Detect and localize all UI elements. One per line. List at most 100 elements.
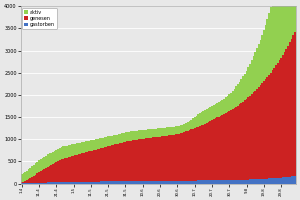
- Bar: [99, 182, 100, 184]
- Bar: [169, 127, 171, 135]
- Bar: [38, 183, 40, 184]
- Bar: [106, 137, 107, 147]
- Bar: [248, 67, 249, 97]
- Bar: [102, 148, 104, 181]
- Bar: [109, 136, 111, 146]
- Bar: [260, 179, 261, 184]
- Bar: [133, 140, 135, 181]
- Bar: [87, 141, 88, 152]
- Bar: [137, 181, 138, 184]
- Bar: [43, 183, 45, 184]
- Bar: [282, 0, 284, 55]
- Bar: [277, 0, 278, 63]
- Bar: [280, 0, 282, 58]
- Bar: [164, 136, 166, 181]
- Bar: [159, 128, 161, 137]
- Bar: [235, 107, 237, 180]
- Bar: [180, 181, 182, 184]
- Bar: [118, 181, 119, 184]
- Bar: [206, 109, 208, 123]
- Bar: [131, 131, 133, 140]
- Bar: [268, 75, 270, 178]
- Bar: [144, 181, 146, 184]
- Bar: [59, 182, 61, 184]
- Bar: [292, 176, 294, 184]
- Bar: [156, 137, 158, 181]
- Bar: [104, 147, 106, 181]
- Bar: [111, 181, 112, 184]
- Bar: [246, 180, 248, 184]
- Bar: [80, 143, 81, 154]
- Bar: [214, 118, 216, 180]
- Bar: [208, 122, 209, 180]
- Bar: [242, 102, 244, 180]
- Bar: [189, 181, 190, 184]
- Bar: [199, 126, 201, 180]
- Bar: [173, 127, 175, 135]
- Bar: [62, 159, 64, 182]
- Bar: [81, 142, 83, 153]
- Bar: [218, 102, 220, 117]
- Bar: [88, 151, 90, 182]
- Bar: [171, 181, 173, 184]
- Bar: [265, 79, 266, 179]
- Bar: [112, 135, 114, 145]
- Bar: [78, 182, 80, 184]
- Bar: [33, 165, 35, 176]
- Bar: [118, 134, 119, 144]
- Bar: [260, 40, 261, 85]
- Bar: [246, 99, 248, 180]
- Bar: [275, 0, 277, 65]
- Bar: [261, 179, 263, 184]
- Bar: [216, 180, 218, 184]
- Bar: [156, 129, 158, 137]
- Bar: [277, 178, 278, 184]
- Bar: [232, 91, 234, 109]
- Bar: [272, 70, 273, 178]
- Bar: [147, 138, 149, 181]
- Bar: [29, 183, 31, 184]
- Bar: [83, 142, 85, 153]
- Bar: [144, 139, 146, 181]
- Bar: [121, 181, 123, 184]
- Bar: [187, 122, 189, 131]
- Bar: [52, 152, 54, 164]
- Bar: [194, 128, 196, 181]
- Bar: [289, 177, 291, 184]
- Bar: [111, 145, 112, 181]
- Bar: [22, 182, 24, 183]
- Bar: [35, 183, 36, 184]
- Bar: [280, 58, 282, 178]
- Bar: [66, 158, 68, 182]
- Bar: [220, 180, 221, 184]
- Bar: [142, 139, 144, 181]
- Bar: [225, 97, 227, 113]
- Bar: [218, 117, 220, 180]
- Bar: [159, 137, 161, 181]
- Bar: [228, 111, 230, 180]
- Bar: [61, 147, 62, 159]
- Bar: [107, 136, 109, 146]
- Bar: [211, 180, 213, 184]
- Bar: [204, 110, 206, 124]
- Bar: [154, 129, 156, 137]
- Bar: [182, 133, 183, 181]
- Bar: [68, 182, 69, 184]
- Bar: [214, 180, 216, 184]
- Bar: [234, 108, 235, 180]
- Bar: [284, 52, 286, 177]
- Bar: [209, 180, 211, 184]
- Bar: [61, 182, 62, 184]
- Bar: [258, 179, 260, 184]
- Bar: [28, 169, 29, 179]
- Bar: [57, 161, 59, 182]
- Bar: [263, 179, 265, 184]
- Bar: [68, 157, 69, 182]
- Bar: [199, 113, 201, 126]
- Bar: [138, 181, 140, 184]
- Bar: [284, 0, 286, 52]
- Bar: [45, 156, 47, 168]
- Bar: [69, 182, 71, 184]
- Bar: [85, 141, 87, 152]
- Bar: [43, 157, 45, 169]
